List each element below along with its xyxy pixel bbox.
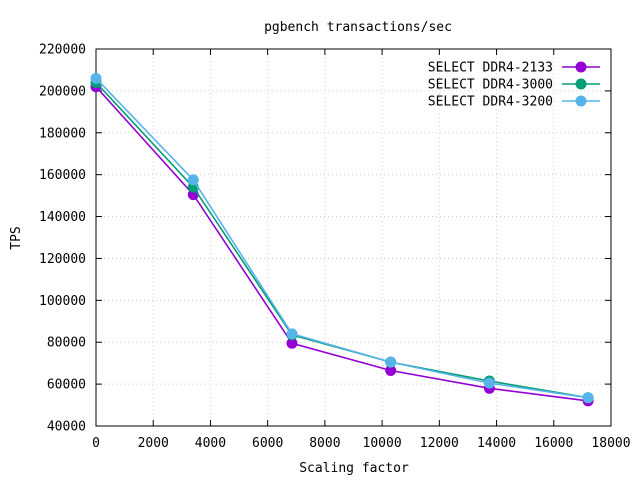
y-tick-label: 100000 (39, 294, 86, 309)
chart-title: pgbench transactions/sec (264, 20, 452, 35)
y-tick-label: 220000 (39, 43, 86, 58)
legend-label: SELECT DDR4-3000 (428, 78, 553, 93)
series-line (95, 86, 589, 402)
y-tick-label: 80000 (47, 336, 86, 351)
y-tick-label: 140000 (39, 210, 86, 225)
plot-frame (95, 48, 612, 427)
series-line (95, 77, 589, 399)
x-tick-label: 6000 (252, 436, 283, 451)
series-2 (90, 77, 594, 404)
y-tick-label: 60000 (47, 378, 86, 393)
y-axis: 40000 60000 80000 100000 120000 140000 160000 1… (39, 43, 611, 435)
data-point (483, 377, 495, 389)
y-tick-label: 160000 (39, 168, 86, 183)
grid (96, 49, 611, 426)
y-tick-label: 120000 (39, 252, 86, 267)
series-group (90, 72, 594, 407)
data-point (582, 392, 594, 404)
x-axis: 0 2000 4000 6000 8000 10000 12000 14000 16000 180… (92, 49, 631, 451)
y-axis-label: TPS (9, 226, 24, 249)
data-point (385, 356, 397, 368)
data-point (90, 72, 102, 84)
legend-swatch-marker (575, 61, 587, 73)
legend: SELECT DDR4-2133 SELECT DDR4-3000 SELECT D… (428, 61, 600, 110)
legend-item: SELECT DDR4-3200 (428, 95, 600, 110)
x-tick-label: 0 (92, 436, 100, 451)
x-tick-label: 2000 (138, 436, 169, 451)
y-tick-label: 200000 (39, 84, 86, 99)
x-tick-label: 10000 (363, 436, 402, 451)
x-tick-label: 14000 (477, 436, 516, 451)
data-point (286, 337, 298, 349)
data-point (286, 328, 298, 340)
data-point (187, 174, 199, 186)
legend-swatch-marker (575, 95, 587, 107)
legend-label: SELECT DDR4-3200 (428, 95, 553, 110)
series-1 (90, 81, 594, 407)
series-3 (90, 72, 594, 404)
x-tick-label: 4000 (195, 436, 226, 451)
x-tick-label: 18000 (591, 436, 630, 451)
data-point (385, 364, 397, 376)
x-tick-label: 8000 (309, 436, 340, 451)
x-tick-label: 12000 (420, 436, 459, 451)
legend-label: SELECT DDR4-2133 (428, 61, 553, 76)
series-line (95, 81, 589, 399)
legend-swatch-marker (575, 78, 587, 90)
legend-item: SELECT DDR4-3000 (428, 78, 600, 93)
y-tick-label: 40000 (47, 420, 86, 435)
x-axis-label: Scaling factor (299, 461, 409, 476)
legend-item: SELECT DDR4-2133 (428, 61, 600, 76)
y-tick-label: 180000 (39, 126, 86, 141)
x-tick-label: 16000 (534, 436, 573, 451)
